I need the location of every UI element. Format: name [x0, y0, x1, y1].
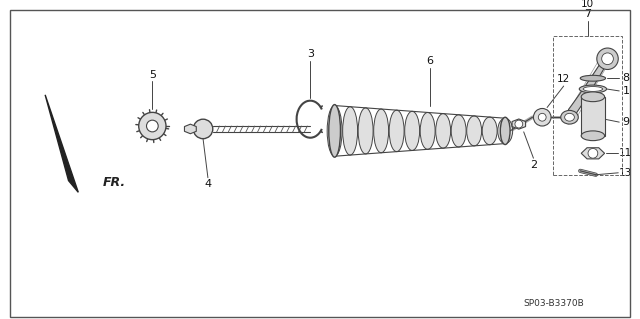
Text: 12: 12 — [557, 74, 570, 84]
Text: 4: 4 — [204, 180, 211, 189]
Ellipse shape — [579, 85, 607, 93]
Ellipse shape — [498, 118, 513, 144]
Circle shape — [538, 113, 546, 121]
Ellipse shape — [482, 117, 497, 145]
Circle shape — [139, 112, 166, 140]
Text: 11: 11 — [618, 148, 632, 158]
Ellipse shape — [358, 108, 373, 154]
Text: 10: 10 — [581, 0, 594, 9]
Circle shape — [515, 120, 523, 128]
Circle shape — [597, 48, 618, 70]
Polygon shape — [581, 148, 605, 159]
Circle shape — [588, 148, 598, 158]
Ellipse shape — [500, 117, 510, 145]
Polygon shape — [512, 119, 525, 129]
Ellipse shape — [342, 107, 358, 155]
Text: 2: 2 — [530, 160, 537, 170]
Ellipse shape — [580, 75, 605, 81]
Text: 9: 9 — [623, 117, 630, 127]
Bar — [553, 36, 622, 175]
Text: 13: 13 — [618, 168, 632, 178]
Polygon shape — [45, 95, 78, 192]
Ellipse shape — [420, 113, 435, 149]
Text: 8: 8 — [623, 73, 630, 83]
Ellipse shape — [436, 114, 451, 148]
Ellipse shape — [581, 131, 605, 141]
Circle shape — [534, 108, 551, 126]
Ellipse shape — [327, 106, 342, 156]
Ellipse shape — [389, 110, 404, 152]
Text: SP03-B3370B: SP03-B3370B — [524, 299, 584, 308]
Text: 3: 3 — [307, 49, 314, 59]
Circle shape — [147, 120, 158, 132]
Polygon shape — [184, 124, 196, 134]
Text: 1: 1 — [623, 86, 630, 96]
Text: 7: 7 — [584, 9, 591, 19]
Ellipse shape — [564, 113, 574, 121]
Ellipse shape — [374, 109, 388, 153]
Ellipse shape — [581, 92, 605, 102]
Text: 5: 5 — [149, 70, 156, 80]
Ellipse shape — [329, 105, 340, 157]
Ellipse shape — [404, 111, 420, 151]
Circle shape — [602, 53, 613, 65]
Text: 6: 6 — [427, 56, 434, 66]
Polygon shape — [568, 54, 607, 124]
Bar — [581, 97, 605, 136]
Ellipse shape — [467, 116, 482, 146]
Ellipse shape — [583, 86, 603, 92]
Ellipse shape — [451, 115, 466, 147]
Ellipse shape — [561, 110, 579, 124]
Circle shape — [193, 119, 212, 139]
Text: FR.: FR. — [102, 176, 126, 189]
